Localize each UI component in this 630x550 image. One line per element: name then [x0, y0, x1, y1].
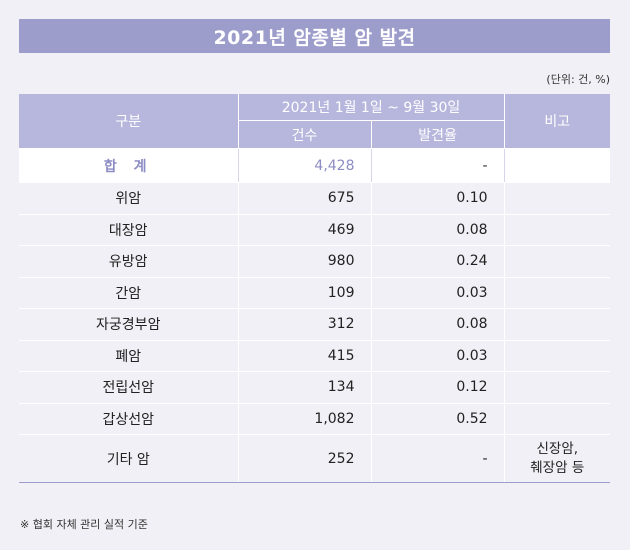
row-rate: 0.24	[370, 245, 505, 278]
remark-line: 췌장암 등	[530, 459, 585, 476]
row-remark	[503, 245, 611, 278]
row-remark	[503, 371, 611, 404]
unit-note: (단위: 건, %)	[546, 73, 610, 86]
row-label: 갑상선암	[19, 403, 238, 435]
row-rate: 0.03	[370, 277, 505, 309]
total-rate: -	[370, 148, 505, 183]
row-rate: -	[370, 434, 505, 483]
row-label: 대장암	[19, 214, 238, 246]
row-count: 252	[237, 434, 371, 483]
row-rate: 0.03	[370, 340, 505, 372]
total-remark	[503, 148, 611, 183]
row-remark	[503, 182, 611, 215]
row-rate: 0.10	[370, 182, 505, 215]
row-count: 980	[237, 245, 371, 278]
table-row: 폐암 415 0.03	[19, 340, 611, 372]
table-row: 간암 109 0.03	[19, 277, 611, 309]
row-count: 134	[237, 371, 371, 404]
total-row: 합 계 4,428 -	[19, 148, 611, 183]
row-label: 간암	[19, 277, 238, 309]
table-row: 위암 675 0.10	[19, 182, 611, 215]
cancer-detection-table: 구분 2021년 1월 1일 ~ 9월 30일 비고 건수 발견율 합 계 4,…	[19, 94, 611, 483]
row-rate: 0.12	[370, 371, 505, 404]
row-label: 폐암	[19, 340, 238, 372]
row-remark	[503, 277, 611, 309]
total-count: 4,428	[237, 148, 371, 183]
row-label: 기타 암	[19, 434, 238, 483]
row-label: 자궁경부암	[19, 308, 238, 341]
header-category: 구분	[19, 94, 238, 149]
header-period: 2021년 1월 1일 ~ 9월 30일	[237, 94, 505, 121]
row-rate: 0.52	[370, 403, 505, 435]
row-label: 위암	[19, 182, 238, 215]
page-title: 2021년 암종별 암 발견	[19, 19, 610, 53]
row-remark	[503, 308, 611, 341]
row-count: 109	[237, 277, 371, 309]
row-count: 415	[237, 340, 371, 372]
row-remark	[503, 403, 611, 435]
row-count: 675	[237, 182, 371, 215]
footnote: ※ 협회 자체 관리 실적 기준	[20, 518, 148, 531]
row-rate: 0.08	[370, 308, 505, 341]
table-row: 기타 암 252 - 신장암, 췌장암 등	[19, 434, 611, 483]
row-label: 전립선암	[19, 371, 238, 404]
row-remark	[503, 214, 611, 246]
row-remark	[503, 340, 611, 372]
table-row: 자궁경부암 312 0.08	[19, 308, 611, 341]
row-count: 312	[237, 308, 371, 341]
table-row: 전립선암 134 0.12	[19, 371, 611, 404]
table-row: 대장암 469 0.08	[19, 214, 611, 246]
header-remark: 비고	[503, 94, 611, 149]
total-label: 합 계	[19, 148, 238, 183]
row-count: 1,082	[237, 403, 371, 435]
row-remark: 신장암, 췌장암 등	[503, 434, 611, 483]
header-count: 건수	[237, 120, 371, 149]
table-row: 유방암 980 0.24	[19, 245, 611, 278]
row-label: 유방암	[19, 245, 238, 278]
table-row: 갑상선암 1,082 0.52	[19, 403, 611, 435]
remark-line: 신장암,	[536, 440, 579, 457]
row-rate: 0.08	[370, 214, 505, 246]
row-count: 469	[237, 214, 371, 246]
header-rate: 발견율	[370, 120, 505, 149]
